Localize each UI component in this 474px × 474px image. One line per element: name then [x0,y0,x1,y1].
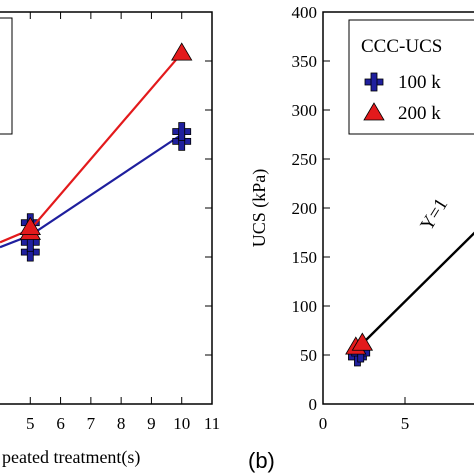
left-x-axis-label: peated treatment(s) [2,447,140,468]
right-legend: CCC-UCS 100 k 200 k [348,19,474,135]
right-panel: 0 50 100 150 200 250 300 350 400 0 5 UCS (kPa) Y=1 CC… [248,3,474,473]
left-x-tick-label-3: 8 [117,414,126,433]
right-x-tick-label-1: 5 [401,414,410,433]
left-x-tick-label-5: 10 [173,414,190,433]
right-legend-label-0: 100 k [398,72,441,93]
right-y-tick-label-5: 250 [292,150,318,169]
left-series-0-point-4-v [178,122,186,141]
right-y-tick-label-3: 150 [292,248,318,267]
left-x-tick-label-2: 7 [87,414,96,433]
right-fit-line [354,231,474,351]
left-series-1-point-1 [19,216,41,236]
right-fit-annotation: Y=1 [416,195,452,235]
right-y-tick-label-7: 350 [292,52,318,71]
left-panel: 5 6 7 8 9 10 11 peated treatment(s) [0,11,220,468]
left-legend-box [0,17,13,135]
right-legend-label-1: 200 k [398,103,441,124]
right-legend-marker-0 [364,72,384,92]
right-legend-marker-0-v [370,72,378,92]
left-x-tick-label-1: 6 [56,414,65,433]
left-x-tick-label-4: 9 [147,414,156,433]
right-y-tick-label-1: 50 [300,346,317,365]
right-y-tick-label-4: 200 [292,199,318,218]
left-series-1-point-2 [171,42,193,61]
panel-label-b: (b) [248,448,275,473]
right-y-tick-label-6: 300 [292,101,318,120]
right-y-tick-label-2: 100 [292,297,318,316]
right-series-1-point-1 [351,332,374,351]
right-y-tick-label-8: 400 [292,3,318,22]
right-y-tick-label-0: 0 [309,395,318,414]
left-series-0-point-4 [172,122,192,141]
right-legend-marker-1 [363,102,385,121]
left-x-tick-label-0: 5 [26,414,35,433]
right-y-axis-label: UCS (kPa) [249,169,270,248]
left-plot-frame [0,11,213,405]
right-legend-title: CCC-UCS [361,36,442,57]
right-x-tick-label-0: 0 [319,414,328,433]
left-x-tick-label-6: 11 [204,414,220,433]
